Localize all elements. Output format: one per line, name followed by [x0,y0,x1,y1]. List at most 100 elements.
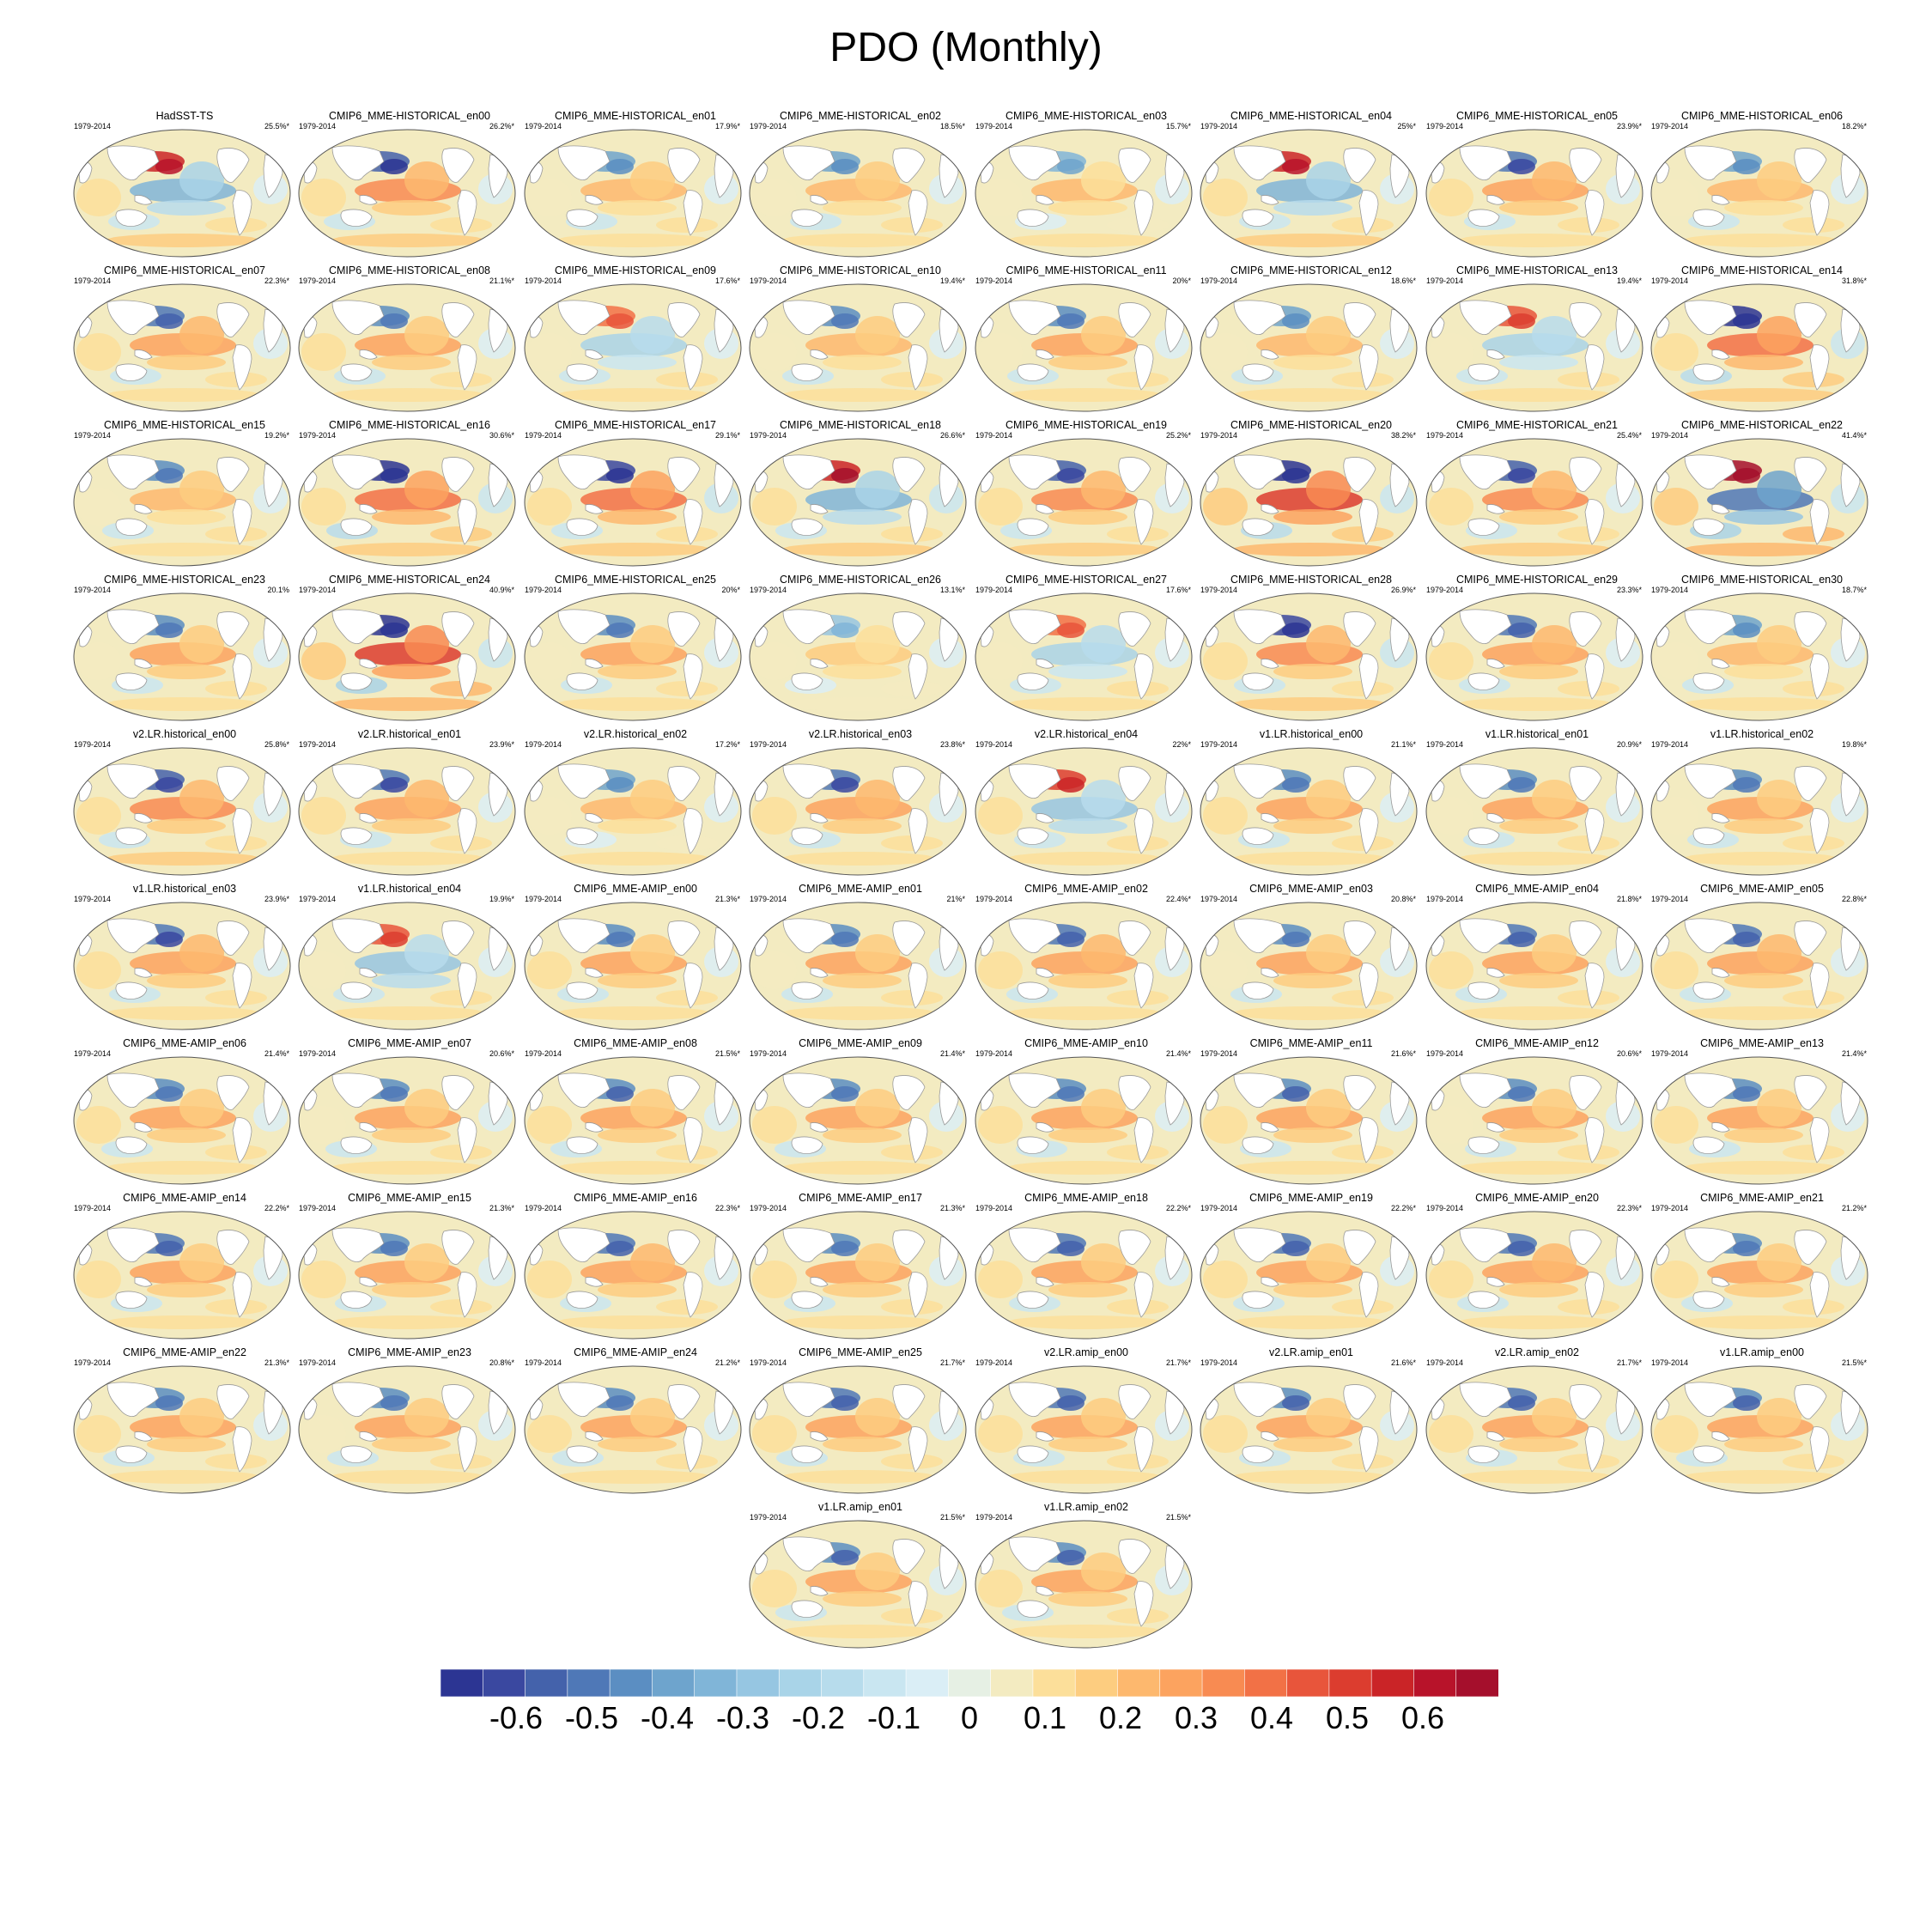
land-mass [1467,1445,1500,1463]
land-mass [1692,518,1725,536]
land-mass [566,1136,598,1154]
land-mass [216,1384,250,1419]
sst-pattern [76,1261,121,1298]
map-plot [975,283,1193,412]
sst-pattern [598,1282,677,1297]
land-mass [585,195,604,205]
land-mass [106,1382,160,1417]
land-mass [106,300,160,335]
sst-pattern [1733,1241,1760,1256]
panel-period: 1979-2014 [525,276,562,285]
land-mass [1684,763,1737,799]
colorbar-swatch [990,1669,1034,1697]
map-plot [298,1365,516,1494]
sst-pattern [1458,1161,1613,1175]
colorbar-swatch [1117,1669,1161,1697]
land-mass [359,968,378,978]
map-panel: v2.LR.historical_en02 1979-2014 17.2%* [524,728,747,876]
map-outline [1425,1211,1643,1340]
colorbar-swatch [863,1669,907,1697]
map-plot [749,592,967,721]
land-mass [340,518,373,536]
map-plot [1425,592,1643,721]
sst-pattern [1081,780,1126,817]
sst-pattern [1048,664,1127,679]
sst-pattern [831,468,859,483]
panel-period: 1979-2014 [525,1204,562,1212]
panel-percent: 21.7%* [1616,1358,1642,1367]
sst-pattern [1048,818,1127,834]
map-panel: CMIP6_MME-AMIP_en09 1979-2014 21.4%* [749,1037,972,1185]
map-plot [73,902,291,1030]
map-outline [1650,129,1868,258]
panel-title: v1.LR.historical_en00 [1259,728,1364,740]
map-plot [1200,1365,1418,1494]
panel-percent: 21.4%* [264,1049,289,1058]
sst-pattern [76,179,121,216]
map-plot [975,1520,1193,1649]
map-panel: CMIP6_MME-HISTORICAL_en19 1979-2014 25.2%* [975,419,1198,567]
map-outline [1425,1365,1643,1494]
land-mass [1008,454,1061,489]
land-mass [1261,1431,1279,1442]
land-mass [1261,968,1279,978]
land-mass [892,1539,926,1574]
land-mass [1692,1445,1725,1463]
panel-period: 1979-2014 [750,586,787,594]
sst-pattern [1007,852,1162,866]
panel-period: 1979-2014 [74,1358,112,1367]
panel-period: 1979-2014 [750,895,787,903]
panel-title: CMIP6_MME-HISTORICAL_en08 [328,264,491,276]
land-mass [232,653,252,700]
panel-title: v1.LR.amip_en02 [1044,1501,1128,1513]
sst-pattern [978,1106,1023,1144]
land-mass [1711,968,1730,978]
land-mass [1008,918,1061,953]
sst-pattern [1724,973,1803,988]
panel-percent: 21.3%* [489,1204,514,1212]
sst-pattern [781,1006,936,1020]
panel-percent: 23.3%* [1616,586,1642,594]
map-panel: CMIP6_MME-AMIP_en24 1979-2014 21.2%* [524,1346,747,1494]
sst-pattern [1057,932,1084,947]
land-mass [1343,1230,1376,1265]
sst-pattern [1683,1315,1838,1329]
map-outline [975,1520,1193,1649]
land-mass [134,1431,153,1442]
sst-pattern [1532,316,1577,354]
sst-pattern [527,179,572,216]
land-mass [810,349,829,360]
sst-pattern [76,333,121,371]
panel-title: CMIP6_MME-AMIP_en11 [1249,1037,1373,1049]
land-mass [134,659,153,669]
land-mass [1261,659,1279,669]
panel-period: 1979-2014 [975,740,1013,749]
panel-period: 1979-2014 [1426,1204,1464,1212]
panel-title: v2.LR.historical_en04 [1034,728,1139,740]
land-mass [115,518,148,536]
land-mass [134,1122,153,1133]
map-outline [73,438,291,567]
panel-percent: 23.9%* [264,895,289,903]
sst-pattern [331,697,485,711]
land-mass [1569,148,1602,183]
colorbar-tick-label: 0 [960,1700,979,1735]
colorbar-tick-label: 0.5 [1325,1700,1370,1735]
map-outline [524,747,742,876]
sst-pattern [855,1552,900,1590]
sst-pattern [823,1591,902,1607]
land-mass [1261,504,1279,514]
land-mass [1261,349,1279,360]
panel-percent: 22.3%* [264,276,289,285]
map-plot [524,438,742,567]
land-mass [331,1227,385,1262]
land-mass [1017,518,1049,536]
panel-period: 1979-2014 [1200,1358,1238,1367]
sst-pattern [1757,934,1801,972]
panel-title: CMIP6_MME-AMIP_en02 [1024,883,1148,895]
map-plot [1200,902,1418,1030]
panel-title: v1.LR.historical_en03 [132,883,237,895]
sst-pattern [106,543,260,556]
sst-pattern [831,1395,859,1411]
sst-pattern [781,1470,936,1484]
